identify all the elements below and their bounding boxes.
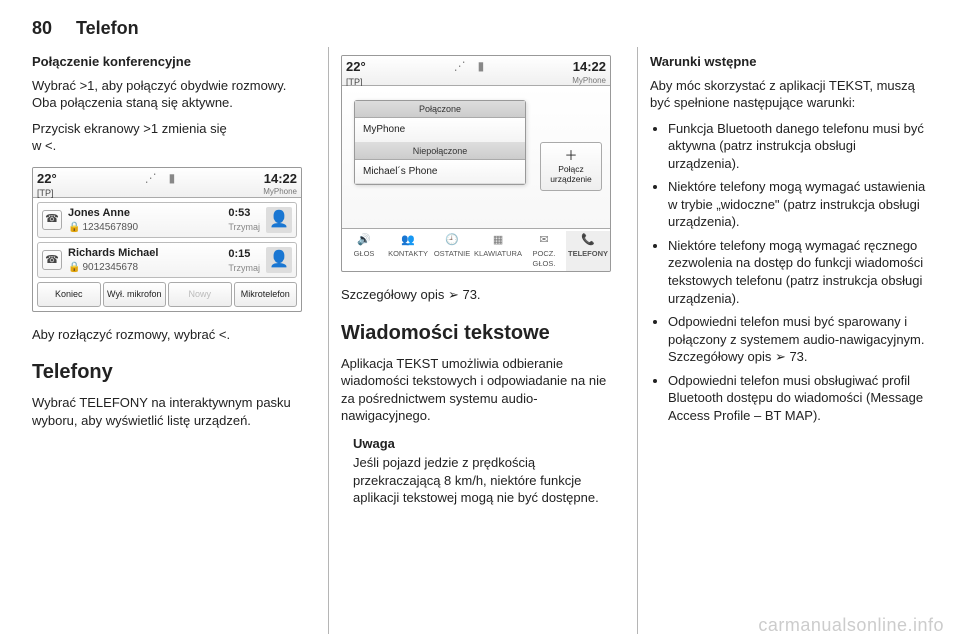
signal-icon: ⋰ (454, 58, 466, 74)
tab-contacts[interactable]: 👥KONTAKTY (386, 231, 430, 271)
phones-icon: 📞 (581, 233, 595, 248)
tab-recent[interactable]: 🕘OSTATNIE (430, 231, 474, 271)
tab-bar: 🔊GŁOS 👥KONTAKTY 🕘OSTATNIE ▦KLAWIATURA ✉P… (342, 228, 610, 271)
screenshot-devices: 22° [TP] ⋰ ▮ 14:22 MyPhone Połączone (341, 55, 611, 272)
signal-icon: ⋰ (145, 170, 157, 186)
status-tp: [TP] (37, 187, 57, 199)
caller-number: 🔒1234567890 (68, 221, 222, 235)
call-row[interactable]: ☎ Richards Michael 🔒9012345678 0:15 Trzy… (37, 242, 297, 278)
lock-icon: 🔒 (68, 222, 80, 233)
status-temp: 22° (346, 58, 366, 76)
paragraph: Przycisk ekranowy >1 zmienia się w <. (32, 120, 310, 155)
voice-icon: 🔊 (357, 233, 371, 248)
paragraph: Szczegółowy opis ➢ 73. (341, 286, 619, 304)
note-box: Uwaga Jeśli pojazd jedzie z prędkością p… (353, 435, 619, 507)
tab-voicemail[interactable]: ✉POCZ. GŁOS. (522, 231, 566, 271)
column-2: 22° [TP] ⋰ ▮ 14:22 MyPhone Połączone (328, 47, 619, 634)
heading-conference: Połączenie konferencyjne (32, 53, 310, 71)
list-item: Niektóre telefony mogą wymagać ustawieni… (668, 178, 928, 231)
list-item: Odpowiedni telefon musi obsługiwać profi… (668, 372, 928, 425)
status-time: 14:22 (572, 58, 606, 76)
call-duration: 0:15 (228, 247, 260, 262)
caller-name: Richards Michael (68, 246, 222, 261)
caller-name: Jones Anne (68, 206, 222, 221)
status-mid-icons: ⋰ ▮ (454, 58, 485, 74)
page-title: Telefon (76, 18, 139, 39)
call-duration: 0:53 (228, 206, 260, 221)
status-mid-icons: ⋰ ▮ (145, 170, 176, 186)
status-sub: MyPhone (263, 187, 297, 198)
list-item: Odpowiedni telefon musi być sparowany i … (668, 313, 928, 366)
list-item: Niektóre telefony mogą wymagać ręcznego … (668, 237, 928, 307)
status-bar: 22° [TP] ⋰ ▮ 14:22 MyPhone (342, 56, 610, 86)
device-item[interactable]: Michael´s Phone (355, 160, 525, 185)
connect-device-button[interactable]: ＋ Połącz urządzenie (540, 142, 602, 191)
phone-icon: ☎ (42, 250, 62, 270)
contacts-icon: 👥 (401, 233, 415, 248)
lock-icon: 🔒 (68, 262, 80, 273)
heading-prerequisites: Warunki wstępne (650, 53, 928, 71)
plus-icon: ＋ (543, 149, 599, 163)
group-not-connected: Niepołączone (355, 143, 525, 160)
paragraph: Aby rozłączyć rozmowy, wybrać <. (32, 326, 310, 344)
tab-voice[interactable]: 🔊GŁOS (342, 231, 386, 271)
avatar-icon: 👤 (266, 247, 292, 273)
call-row[interactable]: ☎ Jones Anne 🔒1234567890 0:53 Trzymaj 👤 (37, 202, 297, 238)
hold-label: Trzymaj (228, 221, 260, 233)
screenshot-calls: 22° [TP] ⋰ ▮ 14:22 MyPhone ☎ Jone (32, 167, 302, 312)
tab-phones[interactable]: 📞TELEFONY (566, 231, 610, 271)
status-time: 14:22 (263, 170, 297, 188)
paragraph: Wybrać TELEFONY na interaktywnym pasku w… (32, 394, 310, 429)
group-connected: Połączone (355, 101, 525, 118)
heading-text-messages: Wiadomości tekstowe (341, 320, 619, 347)
status-sub: MyPhone (572, 76, 606, 87)
avatar-icon: 👤 (266, 207, 292, 233)
keypad-icon: ▦ (493, 233, 503, 248)
column-3: Warunki wstępne Aby móc skorzystać z apl… (637, 47, 928, 634)
status-bar: 22° [TP] ⋰ ▮ 14:22 MyPhone (33, 168, 301, 198)
mute-button[interactable]: Wył. mikrofon (103, 282, 167, 306)
paragraph: Aby móc skorzystać z aplikacji TEKST, mu… (650, 77, 928, 112)
status-temp: 22° (37, 170, 57, 188)
handset-button[interactable]: Mikrotelefon (234, 282, 298, 306)
battery-icon: ▮ (478, 58, 485, 74)
requirements-list: Funkcja Bluetooth danego telefonu musi b… (668, 120, 928, 431)
device-item[interactable]: MyPhone (355, 118, 525, 143)
note-title: Uwaga (353, 435, 619, 453)
new-call-button[interactable]: Nowy (168, 282, 232, 306)
paragraph: Wybrać >1, aby połączyć obydwie rozmowy.… (32, 77, 310, 112)
phone-icon: ☎ (42, 210, 62, 230)
heading-phones: Telefony (32, 359, 310, 386)
recent-icon: 🕘 (445, 233, 459, 248)
tab-keypad[interactable]: ▦KLAWIATURA (474, 231, 522, 271)
end-call-button[interactable]: Koniec (37, 282, 101, 306)
watermark: carmanualsonline.info (758, 615, 944, 636)
device-panel: Połączone MyPhone Niepołączone Michael´s… (354, 100, 526, 185)
column-1: Połączenie konferencyjne Wybrać >1, aby … (32, 47, 310, 634)
battery-icon: ▮ (169, 170, 176, 186)
voicemail-icon: ✉ (539, 233, 548, 248)
hold-label: Trzymaj (228, 262, 260, 274)
caller-number: 🔒9012345678 (68, 261, 222, 275)
note-body: Jeśli pojazd jedzie z prędkością przekra… (353, 454, 619, 507)
list-item: Funkcja Bluetooth danego telefonu musi b… (668, 120, 928, 173)
paragraph: Aplikacja TEKST umożliwia odbieranie wia… (341, 355, 619, 425)
page-number: 80 (32, 18, 60, 39)
